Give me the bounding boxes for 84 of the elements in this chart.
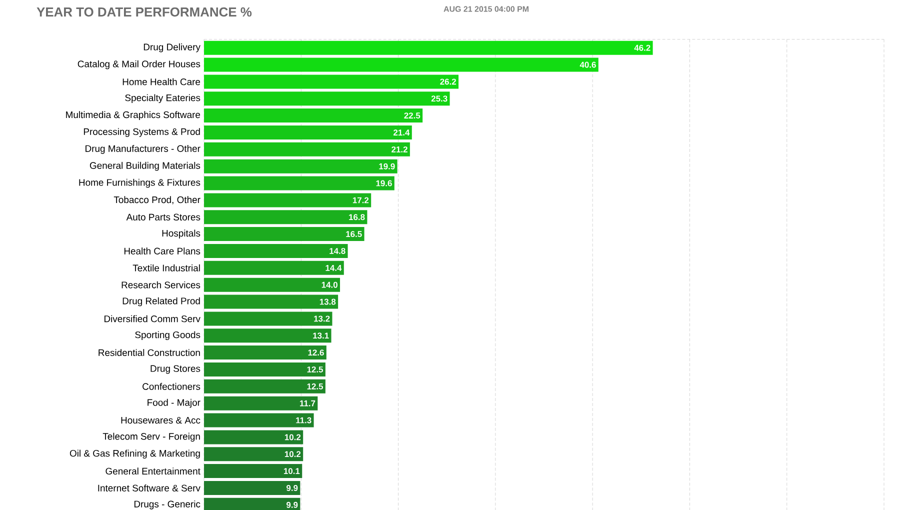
data-label: 12.6: [308, 350, 324, 356]
data-label: 12.5: [307, 383, 323, 390]
y-tick-label: Home Furnishings & Fixtures: [79, 178, 200, 188]
data-label: 11.3: [296, 417, 312, 424]
y-tick-label: Hospitals: [162, 230, 200, 238]
y-tick-label: Drug Related Prod: [122, 297, 200, 306]
data-label: 13.2: [314, 316, 330, 322]
data-label: 40.6: [580, 62, 596, 68]
data-label: 14.0: [322, 282, 338, 288]
bar: [204, 176, 394, 190]
data-label: 22.5: [404, 112, 420, 119]
y-tick-label: Drug Manufacturers - Other: [86, 145, 200, 154]
y-tick-label: Internet Software & Serv: [98, 484, 200, 492]
bar: [204, 125, 412, 140]
y-tick-label: Multimedia & Graphics Software: [66, 111, 200, 120]
data-label: 14.4: [326, 264, 342, 271]
bar: [204, 396, 318, 410]
bar: [204, 464, 302, 478]
y-tick-label: Auto Parts Stores: [126, 214, 200, 220]
y-tick-label: Housewares & Acc: [121, 416, 200, 424]
bar: [204, 244, 348, 258]
bar: [204, 159, 398, 174]
y-tick-label: Drugs - Generic: [134, 500, 200, 510]
data-label: 19.6: [376, 180, 392, 186]
y-tick-label: Telecom Serv - Foreign: [102, 432, 200, 442]
data-label: 17.2: [352, 197, 369, 204]
y-tick-label: Sporting Goods: [135, 331, 200, 340]
data-label: 21.4: [394, 130, 410, 136]
bar: [204, 108, 423, 123]
bar: [204, 379, 326, 394]
data-label: 21.2: [392, 146, 408, 152]
bar: [204, 260, 344, 275]
bar: [204, 142, 410, 156]
y-tick-label: Drug Delivery: [144, 43, 200, 52]
data-label: 10.2: [284, 434, 301, 440]
data-label: 16.5: [346, 231, 362, 238]
y-tick-label: Diversified Comm Serv: [104, 315, 200, 322]
bar: [204, 58, 598, 72]
bar: [204, 328, 332, 343]
data-label: 11.7: [300, 400, 316, 406]
bar: [204, 74, 459, 89]
bar: [204, 210, 368, 224]
bar: [204, 227, 364, 242]
y-tick-label: Specialty Eateries: [125, 94, 200, 104]
bar: [204, 278, 340, 292]
bar: [204, 40, 653, 55]
data-label: 12.5: [307, 366, 323, 372]
bar: [204, 92, 450, 106]
y-tick-label: General Entertainment: [106, 468, 200, 475]
y-tick-label: Oil & Gas Refining & Marketing: [70, 450, 200, 459]
bar: [204, 362, 326, 376]
bar: [204, 346, 326, 360]
bar: [204, 312, 332, 326]
bar: [204, 193, 372, 208]
y-tick-label: Tobacco Prod, Other: [114, 196, 200, 204]
y-tick-label: Residential Construction: [98, 349, 200, 356]
data-label: 25.3: [431, 96, 448, 102]
y-tick-label: Health Care Plans: [124, 248, 200, 254]
bar: [204, 294, 338, 309]
bar: [204, 413, 314, 428]
data-label: 26.2: [440, 78, 456, 85]
data-label: 14.8: [330, 248, 346, 254]
data-label: 10.2: [284, 451, 301, 458]
data-label: 10.1: [284, 468, 300, 474]
data-label: 13.8: [320, 298, 336, 305]
y-tick-label: General Building Materials: [90, 162, 200, 171]
data-label: 19.9: [379, 163, 395, 170]
bar: [204, 430, 304, 444]
y-tick-label: Drug Stores: [150, 365, 200, 374]
data-label: 13.1: [313, 332, 329, 339]
chart-title: YEAR TO DATE PERFORMANCE %: [36, 7, 252, 17]
data-label: 16.8: [349, 214, 365, 220]
y-tick-label: Confectioners: [142, 382, 200, 390]
bar: [204, 447, 304, 462]
data-label: 9.9: [286, 484, 298, 491]
data-label: 9.9: [286, 502, 298, 508]
bar: [204, 480, 300, 495]
y-tick-label: Food - Major: [148, 398, 200, 408]
y-tick-label: Home Health Care: [122, 78, 200, 86]
y-tick-label: Catalog & Mail Order Houses: [78, 60, 200, 70]
data-label: 46.2: [634, 44, 650, 51]
y-tick-label: Research Services: [122, 281, 200, 288]
y-tick-label: Processing Systems & Prod: [84, 128, 200, 137]
y-tick-label: Textile Industrial: [132, 264, 200, 272]
